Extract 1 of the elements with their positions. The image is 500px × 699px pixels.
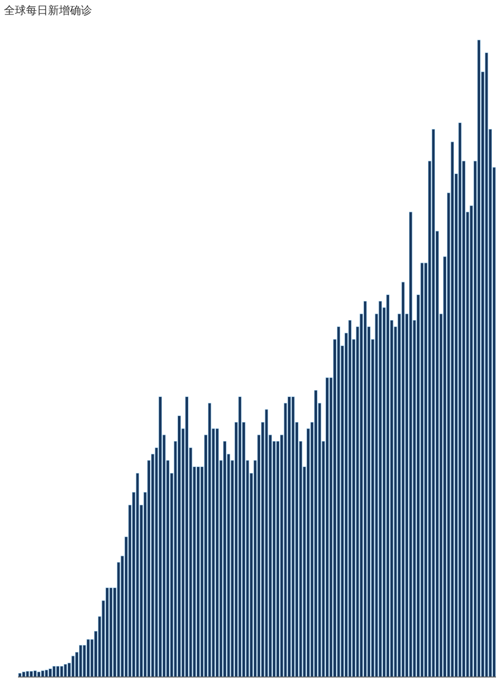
chart-title: 全球每日新增确诊 [4,4,92,17]
